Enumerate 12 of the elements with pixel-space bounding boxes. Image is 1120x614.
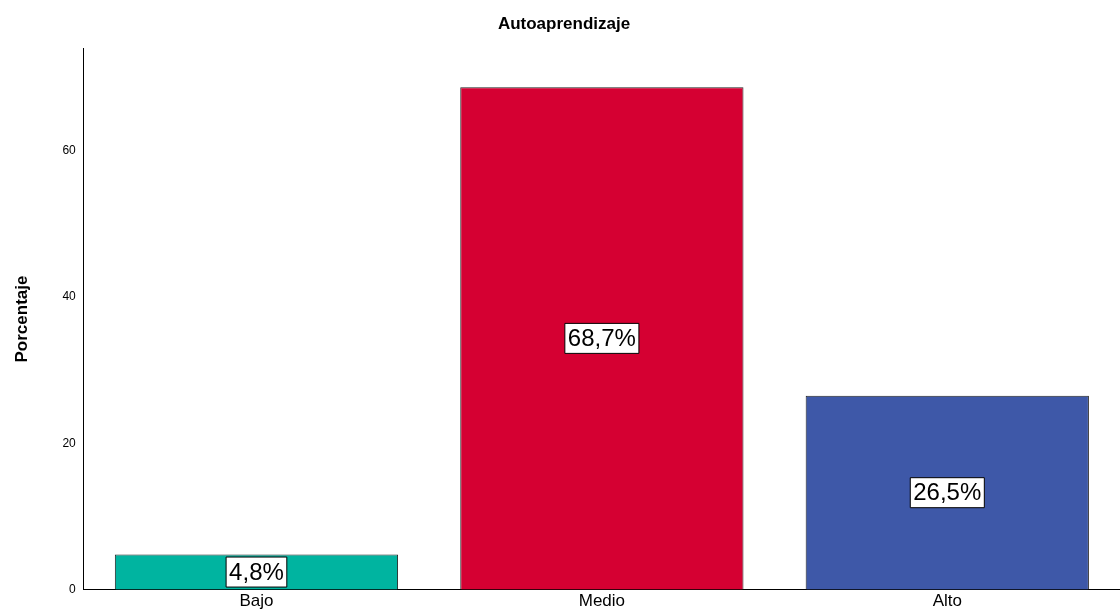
x-tick-label: Bajo	[239, 591, 274, 611]
x-tick-label: Alto	[932, 591, 962, 611]
x-tick-label: Medio	[578, 591, 626, 611]
y-tick-label: 20	[62, 435, 77, 450]
y-tick-label: 60	[62, 143, 77, 158]
data-label: 68,7%	[567, 324, 636, 352]
y-axis-title: Porcentaje	[11, 275, 31, 363]
chart-title: Autoaprendizaje	[497, 13, 631, 33]
y-tick-label: 0	[69, 581, 77, 596]
data-label: 4,8%	[229, 557, 284, 585]
y-tick-label: 40	[62, 289, 77, 304]
data-label: 26,5%	[913, 478, 982, 506]
